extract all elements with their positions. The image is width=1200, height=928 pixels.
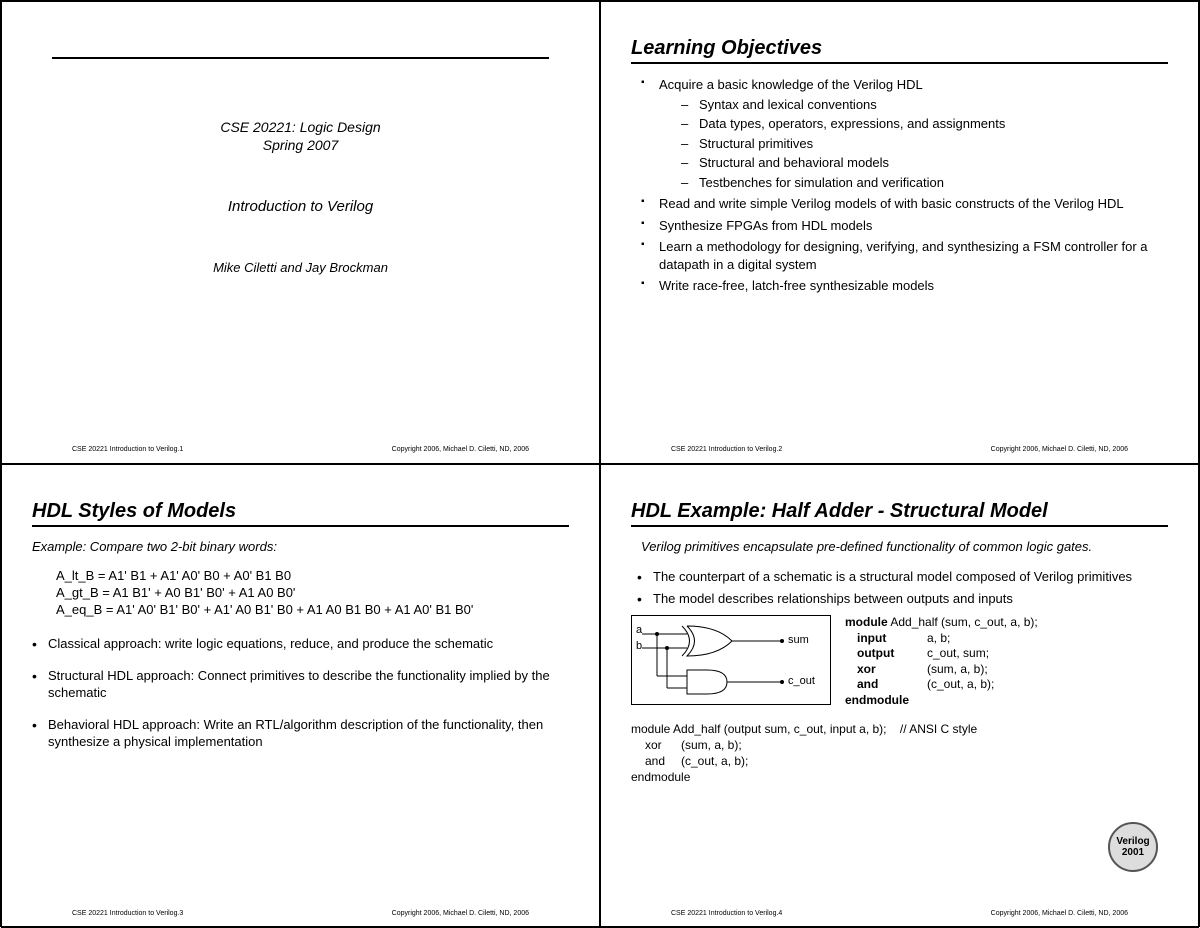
title-rule [52,57,549,59]
list-item: Behavioral HDL approach: Write an RTL/al… [32,716,569,751]
list-item: Acquire a basic knowledge of the Verilog… [641,76,1168,191]
footer-left: CSE 20221 Introduction to Verilog.3 [72,910,183,917]
sub-list: Syntax and lexical conventions Data type… [681,96,1168,192]
list-item: Structural HDL approach: Connect primiti… [32,667,569,702]
slide-subtitle: Example: Compare two 2-bit binary words: [32,539,569,554]
footer-left: CSE 20221 Introduction to Verilog.4 [671,910,782,917]
equation: A_lt_B = A1' B1 + A1' A0' B0 + A0' B1 B0 [56,568,569,583]
footer-right: Copyright 2006, Michael D. Ciletti, ND, … [392,910,529,917]
list-item: Data types, operators, expressions, and … [681,115,1168,133]
list-item: Synthesize FPGAs from HDL models [641,217,1168,235]
label-cout: c_out [788,675,815,687]
footer-right: Copyright 2006, Michael D. Ciletti, ND, … [991,910,1128,917]
equation: A_eq_B = A1' A0' B1' B0' + A1' A0 B1' B0… [56,602,569,617]
verilog-code-block-1: module Add_half (sum, c_out, a, b); inpu… [845,615,1038,709]
list-item: Testbenches for simulation and verificat… [681,174,1168,192]
authors: Mike Ciletti and Jay Brockman [32,260,569,275]
verilog-2001-badge: Verilog 2001 [1108,822,1158,872]
bullet-list: The counterpart of a schematic is a stru… [637,568,1168,607]
list-item: Classical approach: write logic equation… [32,635,569,653]
presentation-title: Introduction to Verilog [32,198,569,215]
semester: Spring 2007 [32,137,569,153]
slide-2: Learning Objectives Acquire a basic know… [600,1,1199,464]
half-adder-schematic: a b sum c_out [631,615,831,705]
slide-footer: CSE 20221 Introduction to Verilog.2 Copy… [631,446,1168,453]
label-sum: sum [788,634,809,646]
label-b: b [636,640,642,652]
equation: A_gt_B = A1 B1' + A0 B1' B0' + A1 A0 B0' [56,585,569,600]
label-a: a [636,624,642,636]
slide-1: CSE 20221: Logic Design Spring 2007 Intr… [1,1,600,464]
footer-right: Copyright 2006, Michael D. Ciletti, ND, … [991,446,1128,453]
list-item: Write race-free, latch-free synthesizabl… [641,277,1168,295]
slide-footer: CSE 20221 Introduction to Verilog.1 Copy… [32,446,569,453]
footer-right: Copyright 2006, Michael D. Ciletti, ND, … [392,446,529,453]
objectives-list: Acquire a basic knowledge of the Verilog… [641,76,1168,295]
list-item: The counterpart of a schematic is a stru… [637,568,1168,586]
slide-heading: Learning Objectives [631,37,1168,64]
slide-subtitle: Verilog primitives encapsulate pre-defin… [641,539,1168,554]
list-item: Learn a methodology for designing, verif… [641,238,1168,273]
list-item: Syntax and lexical conventions [681,96,1168,114]
list-item: The model describes relationships betwee… [637,590,1168,608]
list-item: Structural primitives [681,135,1168,153]
slide-3: HDL Styles of Models Example: Compare tw… [1,464,600,928]
slide-grid: CSE 20221: Logic Design Spring 2007 Intr… [0,0,1200,927]
verilog-code-block-2: module Add_half (output sum, c_out, inpu… [631,721,1168,786]
slide-footer: CSE 20221 Introduction to Verilog.4 Copy… [631,910,1168,917]
footer-left: CSE 20221 Introduction to Verilog.2 [671,446,782,453]
slide-heading: HDL Styles of Models [32,500,569,527]
slide-heading: HDL Example: Half Adder - Structural Mod… [631,500,1168,527]
slide-4: HDL Example: Half Adder - Structural Mod… [600,464,1199,928]
footer-left: CSE 20221 Introduction to Verilog.1 [72,446,183,453]
approach-list: Classical approach: write logic equation… [32,635,569,751]
list-item: Structural and behavioral models [681,154,1168,172]
course-code: CSE 20221: Logic Design [32,119,569,135]
schematic-svg [632,616,832,706]
slide-footer: CSE 20221 Introduction to Verilog.3 Copy… [32,910,569,917]
list-item: Read and write simple Verilog models of … [641,195,1168,213]
